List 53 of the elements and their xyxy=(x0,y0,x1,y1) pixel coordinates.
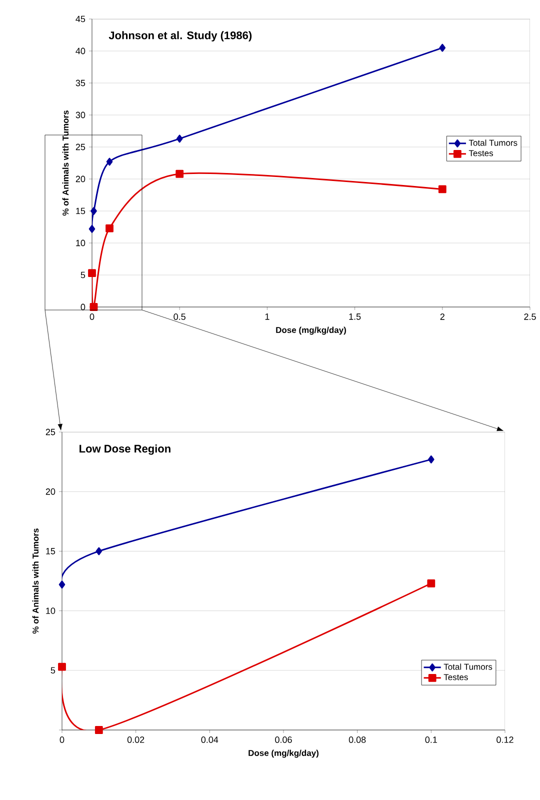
y-tick-label: 30 xyxy=(76,112,86,118)
y-axis-title: % of Animals with Tumors xyxy=(62,110,69,216)
point xyxy=(88,269,96,278)
y-tick-label: 25 xyxy=(46,428,56,436)
x-tick-label: 0 xyxy=(60,736,64,743)
x-tick-label: 0.12 xyxy=(496,736,514,743)
y-tick-label: 20 xyxy=(76,176,86,182)
x-tick-label: 0.1 xyxy=(425,736,438,743)
x-tick-label: 0.06 xyxy=(275,736,292,743)
point xyxy=(428,455,435,464)
point xyxy=(90,207,98,215)
y-tick-label: 10 xyxy=(46,608,56,614)
point xyxy=(106,224,114,232)
text: Low Dose Region xyxy=(80,444,171,455)
y-tick-label: 45 xyxy=(76,16,86,22)
y-tick-label: 5 xyxy=(81,272,86,278)
text: Johnson et al. Study (1986) xyxy=(109,31,252,42)
x-axis-title: Dose (mg/kg/day) xyxy=(276,326,346,335)
point xyxy=(106,158,113,166)
point xyxy=(58,662,66,671)
y-axis-title: % of Animals with Tumors xyxy=(32,528,39,634)
y-tick-label: 15 xyxy=(76,208,86,214)
x-tick-label: 0.08 xyxy=(349,736,366,743)
point xyxy=(59,580,66,589)
y-tick-label: 0 xyxy=(81,304,86,310)
point xyxy=(95,726,104,734)
point xyxy=(89,224,96,233)
point xyxy=(176,134,183,143)
x-tick-label: 2.5 xyxy=(524,314,536,320)
point xyxy=(96,547,102,556)
point xyxy=(438,185,447,194)
x-tick-label: 1.5 xyxy=(349,314,361,320)
legend-label: Total Tumors xyxy=(469,140,518,146)
y-tick-label: 10 xyxy=(76,240,86,246)
y-tick-label: 40 xyxy=(76,48,86,54)
legend-label: Testes xyxy=(444,674,468,680)
y-tick-label: 20 xyxy=(46,488,56,495)
y-tick-label: 35 xyxy=(76,80,86,86)
x-tick-label: 0 xyxy=(90,314,94,320)
x-tick-label: 0.5 xyxy=(174,314,186,320)
point xyxy=(427,579,436,588)
y-tick-label: 25 xyxy=(76,144,86,150)
x-tick-label: 2 xyxy=(440,314,445,320)
x-tick-label: 1 xyxy=(266,314,270,320)
legend-label: Testes xyxy=(469,150,494,156)
point xyxy=(176,170,184,178)
y-tick-label: 15 xyxy=(46,548,56,554)
x-tick-label: 0.02 xyxy=(128,736,144,743)
y-tick-label: 5 xyxy=(51,667,56,674)
x-axis-title: Dose (mg/kg/day) xyxy=(248,750,319,758)
x-tick-label: 0.04 xyxy=(201,736,218,743)
point xyxy=(439,44,446,52)
legend-label: Total Tumors xyxy=(444,664,492,670)
